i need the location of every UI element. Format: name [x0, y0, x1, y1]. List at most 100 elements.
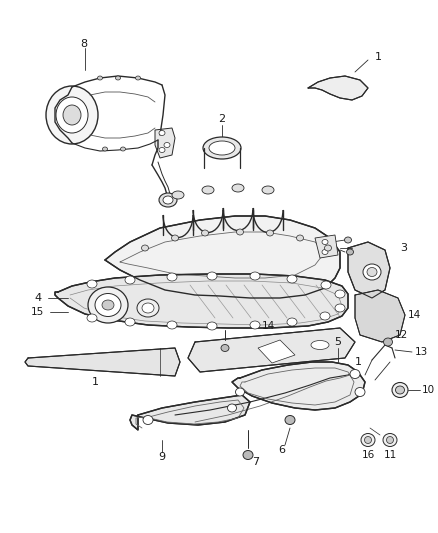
Ellipse shape [172, 191, 184, 199]
Ellipse shape [386, 437, 393, 443]
Ellipse shape [262, 186, 274, 194]
Ellipse shape [164, 142, 170, 148]
Polygon shape [348, 242, 390, 298]
Ellipse shape [311, 341, 329, 350]
Text: 15: 15 [31, 307, 44, 317]
Text: 4: 4 [35, 293, 42, 303]
Text: 11: 11 [383, 450, 397, 460]
Ellipse shape [384, 338, 392, 346]
Polygon shape [25, 348, 180, 376]
Text: 14: 14 [261, 321, 275, 331]
Ellipse shape [142, 303, 154, 313]
Ellipse shape [321, 281, 331, 289]
Ellipse shape [250, 272, 260, 280]
Text: 7: 7 [252, 457, 259, 467]
Ellipse shape [367, 268, 377, 277]
Ellipse shape [345, 237, 352, 243]
Ellipse shape [56, 97, 88, 133]
Ellipse shape [266, 230, 273, 236]
Polygon shape [355, 290, 405, 342]
Ellipse shape [137, 299, 159, 317]
Ellipse shape [102, 147, 107, 151]
Polygon shape [55, 274, 348, 328]
Ellipse shape [172, 235, 179, 241]
Ellipse shape [98, 76, 102, 80]
Ellipse shape [325, 245, 332, 251]
Ellipse shape [88, 287, 128, 323]
Ellipse shape [143, 416, 153, 424]
Ellipse shape [202, 186, 214, 194]
Ellipse shape [209, 141, 235, 155]
Text: 9: 9 [159, 452, 166, 462]
Ellipse shape [392, 383, 408, 398]
Polygon shape [155, 128, 175, 158]
Ellipse shape [167, 321, 177, 329]
Text: 1: 1 [355, 357, 362, 367]
Ellipse shape [116, 76, 120, 80]
Polygon shape [188, 328, 355, 372]
Ellipse shape [350, 369, 360, 378]
Text: 14: 14 [408, 310, 421, 320]
Text: 6: 6 [279, 445, 286, 455]
Ellipse shape [361, 433, 375, 447]
Ellipse shape [320, 312, 330, 320]
Polygon shape [308, 76, 368, 100]
Ellipse shape [221, 344, 229, 351]
Text: 12: 12 [395, 330, 408, 340]
Ellipse shape [159, 193, 177, 207]
Ellipse shape [364, 437, 371, 443]
Ellipse shape [125, 318, 135, 326]
Ellipse shape [237, 229, 244, 235]
Text: 16: 16 [361, 450, 374, 460]
Ellipse shape [95, 294, 121, 317]
Ellipse shape [203, 137, 241, 159]
Ellipse shape [163, 196, 173, 204]
Ellipse shape [207, 322, 217, 330]
Text: 8: 8 [80, 39, 87, 49]
Ellipse shape [232, 184, 244, 192]
Ellipse shape [346, 249, 353, 255]
Ellipse shape [201, 230, 208, 236]
Ellipse shape [287, 318, 297, 326]
Ellipse shape [141, 245, 148, 251]
Ellipse shape [285, 416, 295, 424]
Ellipse shape [250, 321, 260, 329]
Ellipse shape [322, 249, 328, 254]
Polygon shape [130, 395, 250, 430]
Ellipse shape [46, 86, 98, 144]
Ellipse shape [135, 76, 141, 80]
Ellipse shape [227, 404, 237, 412]
Text: 1: 1 [375, 52, 382, 62]
Polygon shape [258, 340, 295, 363]
Ellipse shape [125, 276, 135, 284]
Ellipse shape [207, 272, 217, 280]
Ellipse shape [87, 314, 97, 322]
Ellipse shape [396, 386, 405, 394]
Ellipse shape [159, 131, 165, 135]
Ellipse shape [87, 280, 97, 288]
Polygon shape [105, 216, 340, 298]
Text: 1: 1 [92, 377, 99, 387]
Ellipse shape [335, 290, 345, 298]
Text: 2: 2 [219, 114, 226, 124]
Ellipse shape [363, 264, 381, 280]
Text: 5: 5 [335, 337, 342, 347]
Ellipse shape [243, 450, 253, 459]
Ellipse shape [355, 387, 365, 397]
Text: 3: 3 [400, 243, 407, 253]
Ellipse shape [287, 275, 297, 283]
Ellipse shape [102, 300, 114, 310]
Ellipse shape [297, 235, 304, 241]
Text: 10: 10 [422, 385, 435, 395]
Ellipse shape [120, 147, 126, 151]
Ellipse shape [63, 105, 81, 125]
Polygon shape [232, 362, 365, 410]
Polygon shape [315, 235, 338, 258]
Ellipse shape [236, 388, 244, 396]
Ellipse shape [322, 239, 328, 245]
Text: 13: 13 [415, 347, 428, 357]
Ellipse shape [383, 433, 397, 447]
Ellipse shape [335, 304, 345, 312]
Ellipse shape [159, 148, 165, 152]
Ellipse shape [167, 273, 177, 281]
